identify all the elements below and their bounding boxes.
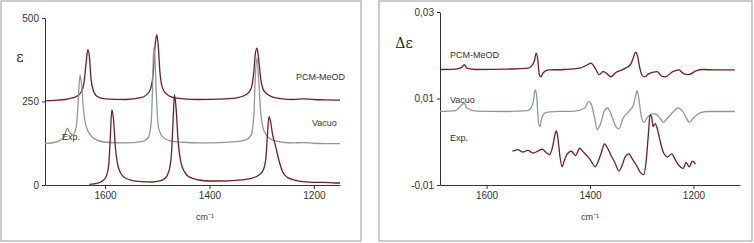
x-tick-label: 1600 [94, 190, 117, 201]
y-axis-line [45, 19, 46, 186]
y-tick-label: 0,03 [415, 7, 435, 18]
spectrum-line [45, 35, 340, 101]
spectrum-line [440, 90, 735, 130]
y-tick: 0,01 [415, 93, 440, 104]
y-tick: 0,03 [415, 7, 440, 18]
y-tick-label: 500 [22, 13, 39, 24]
series-label: Exp. [450, 133, 468, 143]
x-tick: 1600 [476, 185, 499, 201]
y-tick-mark [42, 102, 45, 103]
series-label: PCM-MeOD [296, 72, 345, 82]
y-axis-title: Δε [395, 35, 412, 51]
y-tick-mark [437, 185, 440, 186]
y-tick-mark [42, 185, 45, 186]
x-tick-mark [209, 185, 210, 189]
x-tick-mark [105, 185, 106, 189]
x-tick-label: 1400 [579, 190, 602, 201]
series-label: Vacuo [312, 118, 337, 128]
x-tick-label: 1200 [303, 190, 326, 201]
panel-frame [379, 1, 752, 241]
y-tick: 0 [33, 180, 45, 191]
x-tick-mark [590, 185, 591, 189]
y-axis-line [440, 13, 441, 186]
y-tick-mark [42, 18, 45, 19]
y-tick: -0,01 [411, 180, 440, 191]
panel-frame [1, 1, 361, 241]
spectrum-line [89, 95, 340, 185]
spectrum-line [45, 48, 340, 144]
series-label: Vacuo [450, 95, 475, 105]
y-axis: 0 250 500 [22, 13, 45, 191]
y-tick-mark [437, 99, 440, 100]
spectrum-line [512, 115, 695, 175]
x-tick-mark [314, 185, 315, 189]
x-tick-label: 1200 [683, 190, 706, 201]
x-tick: 1400 [579, 185, 602, 201]
x-tick-mark [487, 185, 488, 189]
figure: 1600 1400 1200 0 250 500 PCM-MeOD Vacuo Exp. ε cm⁻… [0, 0, 754, 243]
x-tick: 1600 [94, 185, 117, 201]
y-axis-title: ε [16, 49, 23, 65]
plot-area [440, 52, 735, 174]
x-tick: 1200 [683, 185, 706, 201]
y-tick-mark [437, 12, 440, 13]
panel: 1600 1400 1200 0,03 0,01 -0,01 PCM-MeOD Vacuo Ex… [379, 1, 752, 241]
y-tick: 500 [22, 13, 45, 24]
x-tick: 1200 [303, 185, 326, 201]
x-axis: 1600 1400 1200 [441, 185, 741, 201]
panel: 1600 1400 1200 0 250 500 PCM-MeOD Vacuo Exp. ε cm⁻… [1, 1, 361, 241]
x-tick: 1400 [199, 185, 222, 201]
y-tick-label: -0,01 [411, 180, 434, 191]
x-tick-label: 1600 [476, 190, 499, 201]
plot-area [45, 35, 340, 185]
y-tick-label: 250 [22, 96, 39, 107]
x-axis-title: cm⁻¹ [196, 212, 214, 222]
y-tick-label: 0 [33, 180, 39, 191]
x-axis-line [46, 185, 341, 186]
x-tick-label: 1400 [199, 190, 222, 201]
series-label: Exp. [62, 132, 80, 142]
x-axis-title: cm⁻¹ [581, 212, 599, 222]
y-tick: 250 [22, 96, 45, 107]
y-axis: 0,03 0,01 -0,01 [411, 7, 440, 191]
x-tick-mark [693, 185, 694, 189]
x-axis: 1600 1400 1200 [46, 185, 341, 201]
series-label: PCM-MeOD [450, 50, 499, 60]
y-tick-label: 0,01 [415, 93, 435, 104]
